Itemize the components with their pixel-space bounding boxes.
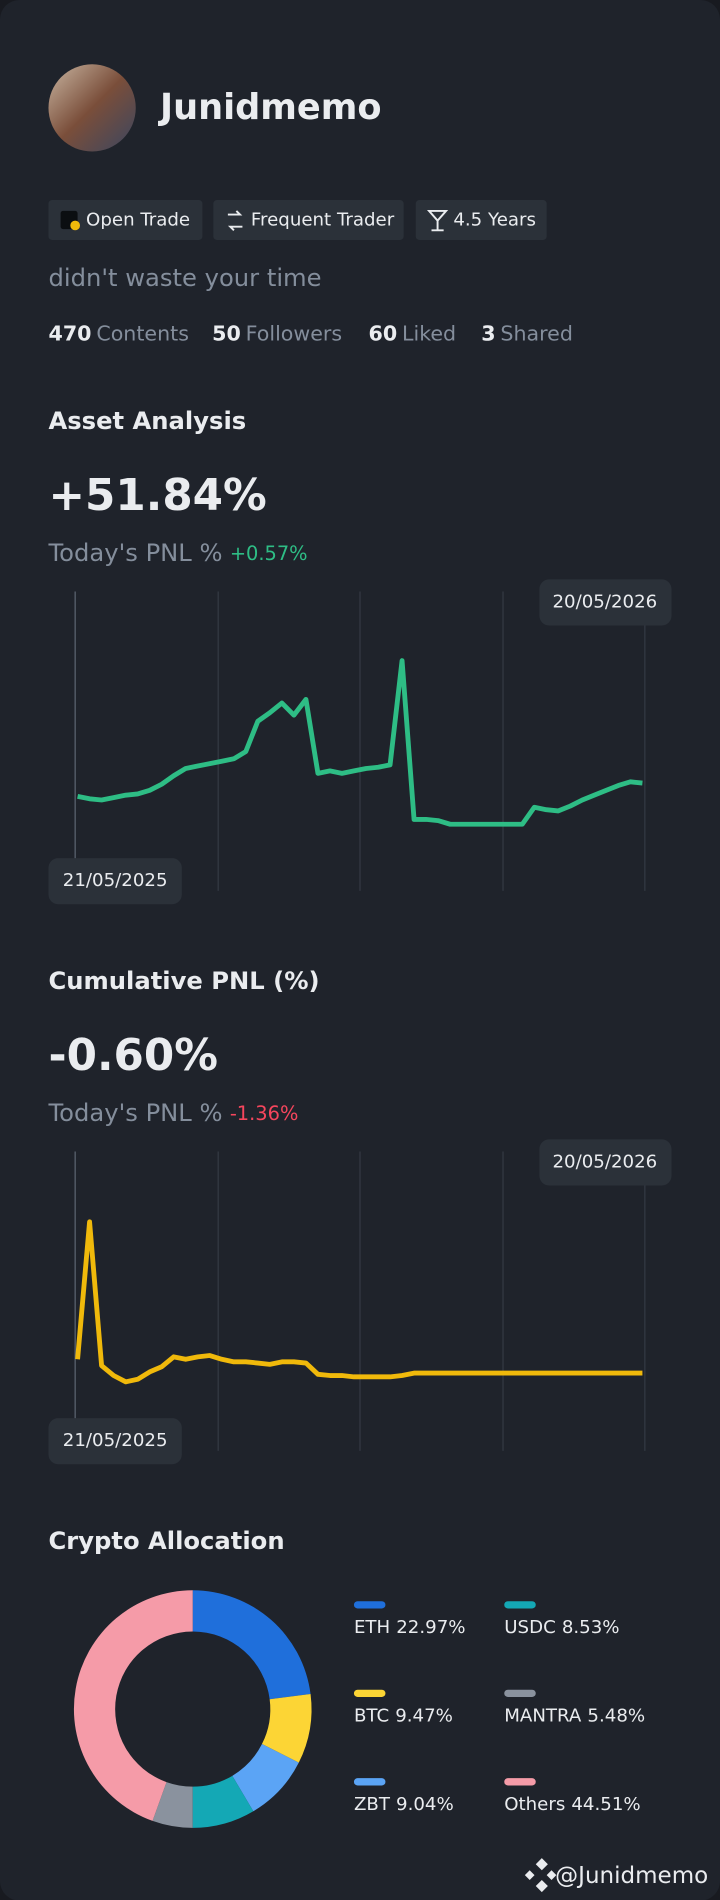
legend-swatch — [504, 1778, 536, 1786]
legend-value: 5.48% — [587, 1705, 645, 1726]
section-title: Crypto Allocation — [48, 1526, 284, 1555]
avatar[interactable] — [48, 64, 136, 152]
start-date: 21/05/2025 — [63, 870, 168, 891]
legend-entry: USDC 8.53% — [504, 1617, 619, 1638]
donut-slice — [261, 1693, 312, 1763]
bio: didn't waste your time — [48, 263, 321, 292]
headline: +51.84% — [48, 471, 266, 521]
start-date: 21/05/2025 — [63, 1430, 168, 1451]
legend-swatch — [353, 1689, 386, 1697]
stat-count: 50 — [212, 322, 241, 346]
legend-name: MANTRA — [504, 1705, 582, 1726]
stat-count: 470 — [48, 322, 91, 346]
legend-swatch — [504, 1601, 536, 1609]
stat: 470 Contents — [48, 322, 188, 346]
legend-value: 44.51% — [571, 1794, 640, 1815]
donut-slice — [192, 1590, 311, 1700]
stat-count: 3 — [481, 322, 495, 346]
date-tag — [48, 1418, 182, 1465]
legend-entry: BTC 9.47% — [354, 1705, 453, 1726]
legend-value: 22.97% — [396, 1617, 465, 1638]
badge — [48, 200, 203, 240]
pnl-line — [77, 658, 643, 827]
stat-label: Followers — [246, 322, 342, 346]
stats: 470 Contents 50 Followers 60 Liked 3 Shared — [48, 322, 572, 346]
pnl-line — [75, 1219, 643, 1385]
legend-name: ZBT — [354, 1794, 391, 1815]
legend-entry: Others 44.51% — [504, 1794, 640, 1815]
charts: Asset Analysis +51.84% Today's PNL % +0.57%… — [47, 406, 672, 1828]
badge-text: 4.5 Years — [453, 210, 536, 231]
donut-slice — [73, 1590, 193, 1821]
headline: -0.60% — [48, 1031, 217, 1081]
section-title: Cumulative PNL (%) — [48, 966, 319, 995]
stat: 3 Shared — [481, 322, 573, 346]
end-date: 20/05/2026 — [552, 591, 657, 612]
badge-icon — [70, 220, 80, 231]
legend-swatch — [353, 1601, 386, 1609]
legend-entry: MANTRA 5.48% — [504, 1705, 645, 1726]
stat: 50 Followers — [212, 322, 342, 346]
stat-count: 60 — [368, 322, 397, 346]
badge-icon — [426, 209, 449, 232]
watermark: @Junidmemo — [555, 1863, 708, 1889]
legend-value: 8.53% — [562, 1617, 620, 1638]
today-pnl: Today's PNL % +0.57% — [47, 538, 307, 567]
stat: 60 Liked — [368, 322, 456, 346]
legend-value: 9.47% — [395, 1705, 453, 1726]
today-pnl-change: +0.57% — [230, 541, 308, 564]
badge-text: Open Trade — [86, 210, 190, 231]
date-tag — [48, 858, 182, 905]
donut-slice — [232, 1744, 299, 1812]
badge — [213, 200, 404, 240]
badge — [415, 200, 547, 240]
legend-name: ETH — [354, 1617, 390, 1638]
badge-text: Frequent Trader — [251, 210, 395, 231]
stat-label: Liked — [402, 322, 456, 346]
today-pnl-label: Today's PNL % — [47, 538, 222, 567]
today-pnl-change: -1.36% — [230, 1101, 299, 1124]
legend-entry: ETH 22.97% — [354, 1617, 466, 1638]
donut-slice — [192, 1775, 254, 1828]
legend-value: 9.04% — [396, 1794, 454, 1815]
today-pnl: Today's PNL % -1.36% — [47, 1098, 298, 1127]
today-pnl-label: Today's PNL % — [47, 1098, 222, 1127]
donut-slice — [152, 1782, 193, 1828]
legend-name: Others — [504, 1794, 565, 1815]
legend-swatch — [504, 1689, 536, 1697]
legend-swatch — [353, 1778, 386, 1786]
legend-name: BTC — [354, 1705, 389, 1726]
section-title: Asset Analysis — [48, 406, 246, 435]
legend-name: USDC — [504, 1617, 556, 1638]
legend-entry: ZBT 9.04% — [354, 1794, 454, 1815]
watermark-logo — [524, 1858, 557, 1893]
date-tag — [539, 579, 672, 626]
stat-label: Shared — [500, 322, 573, 346]
end-date: 20/05/2026 — [552, 1151, 657, 1172]
stat-label: Contents — [96, 322, 189, 346]
user-name: Junidmemo — [158, 87, 382, 128]
badge-icon — [227, 210, 243, 231]
date-tag — [539, 1139, 672, 1186]
